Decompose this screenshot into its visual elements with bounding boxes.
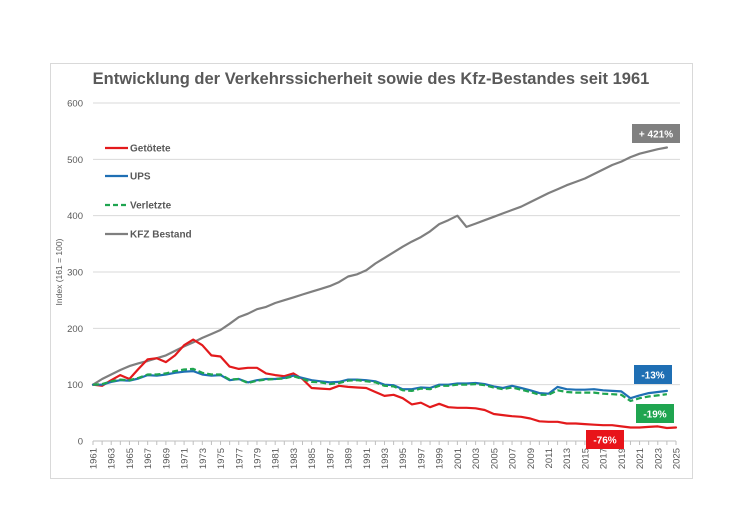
x-tick-label: 2007 [508,448,519,469]
y-tick-label: 200 [67,324,83,335]
legend-label: Verletzte [130,201,172,212]
annotation-box [636,404,674,423]
x-tick-label: 1989 [344,448,355,469]
x-tick-label: 2001 [453,448,464,469]
x-tick-label: 2005 [489,448,500,469]
annotation-box [586,430,624,449]
chart-frame [50,63,693,479]
series-line-ups [91,370,669,400]
annotation-text: -76% [593,436,616,447]
y-tick-label: 500 [67,155,83,166]
chart-title: Entwicklung der Verkehrssicherheit sowie… [93,70,650,88]
annotation-box [632,124,680,143]
series-line-get-tete [91,338,678,430]
x-tick-label: 1983 [289,448,300,469]
annotation-box [634,365,672,384]
annotation-label: -19% [636,404,674,423]
annotation-label: -13% [634,365,672,384]
x-tick-label: 1995 [398,448,409,469]
annotations: + 421% -13% -19% -76% [586,124,680,449]
x-tick-label: 2013 [562,448,573,469]
legend-label: KFZ Bestand [130,230,192,241]
x-tick-label: 1967 [143,448,154,469]
legend: Getötete UPS Verletzte KFZ Bestand [105,144,192,241]
x-tick-label: 1977 [234,448,245,469]
x-tick-label: 1987 [325,448,336,469]
x-tick-label: 2003 [471,448,482,469]
x-tick-label: 1971 [180,448,191,469]
x-axis: 1961 1963 1965 1967 1969 1971 1973 1975 1977 1979… [89,440,683,469]
series-line-kfz-bestand [91,146,669,386]
annotation-text: -19% [643,410,666,421]
x-tick-label: 1973 [198,448,209,469]
x-tick-label: 1979 [252,448,263,469]
y-tick-label: 100 [67,380,83,391]
legend-item: Verletzte [105,201,172,212]
legend-item: UPS [105,172,151,183]
x-tick-label: 2017 [599,448,610,469]
y-tick-label: 300 [67,268,83,279]
legend-label: UPS [130,172,151,183]
annotation-text: + 421% [639,130,673,141]
series-lines [91,146,678,430]
annotation-label: -76% [586,430,624,449]
x-tick-label: 2021 [635,448,646,469]
x-tick-label: 1975 [216,448,227,469]
x-tick-label: 2009 [526,448,537,469]
x-tick-label: 1981 [271,448,282,469]
annotation-label: + 421% [632,124,680,143]
x-tick-label: 1993 [380,448,391,469]
x-tick-label: 1985 [307,448,318,469]
x-tick-label: 1965 [125,448,136,469]
x-tick-label: 1961 [89,448,100,469]
x-tick-label: 1991 [362,448,373,469]
x-tick-label: 1997 [416,448,427,469]
x-tick-label: 2023 [653,448,664,469]
x-tick-label: 2015 [580,448,591,469]
legend-label: Getötete [130,144,171,155]
gridlines [93,102,680,386]
y-axis-label: Index (161 = 100) [54,238,64,305]
y-tick-label: 400 [67,211,83,222]
series-line-verletzte [92,367,668,403]
x-tick-label: 2025 [672,448,683,469]
legend-item: Getötete [105,144,171,155]
x-tick-label: 1963 [107,448,118,469]
x-tick-label: 2011 [544,448,555,468]
x-tick-label: 1969 [161,448,172,469]
y-tick-label: 600 [67,99,83,110]
y-tick-label: 0 [78,437,83,448]
legend-item: KFZ Bestand [105,230,192,241]
annotation-text: -13% [641,371,664,382]
x-tick-label: 1999 [435,448,446,469]
x-tick-label: 2019 [617,448,628,469]
y-axis-ticks: 0 100 200 300 400 500 600 [67,99,83,448]
